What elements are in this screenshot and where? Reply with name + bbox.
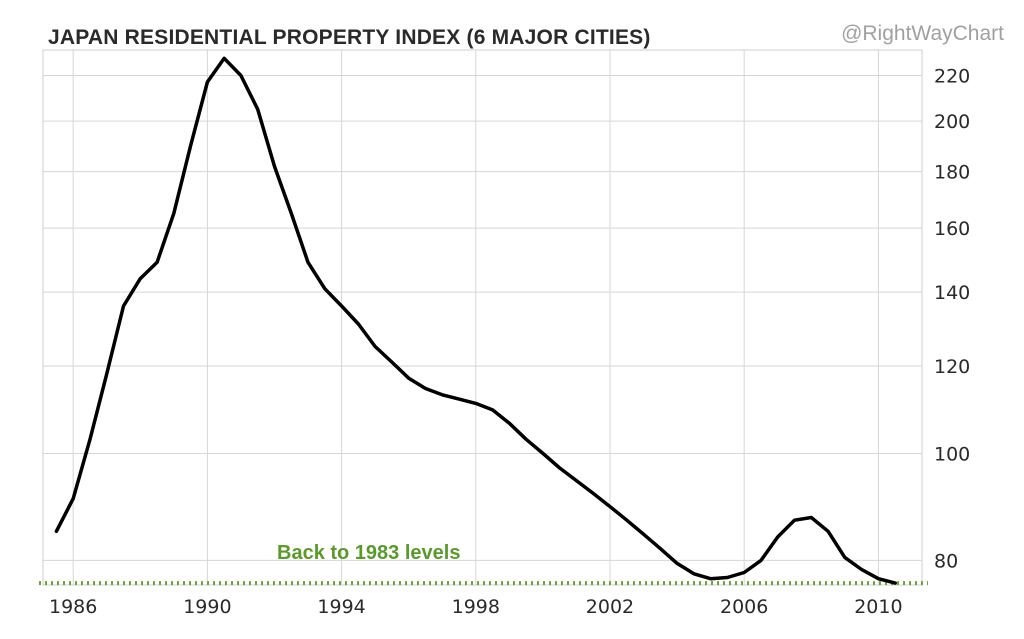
- x-tick-label: 2006: [720, 596, 768, 618]
- y-tick-label: 80: [934, 550, 958, 572]
- watermark: @RightWayChart: [841, 22, 1004, 45]
- reference-label: Back to 1983 levels: [277, 542, 460, 564]
- y-tick-label: 100: [934, 443, 970, 465]
- grid: [43, 50, 922, 585]
- y-tick-label: 220: [934, 65, 970, 87]
- y-tick-label: 200: [934, 111, 970, 133]
- y-tick-label: 120: [934, 356, 970, 378]
- series-layer: [54, 56, 897, 585]
- x-tick-label: 2002: [586, 596, 634, 618]
- x-tick-label: 1986: [49, 596, 97, 618]
- series-line: [54, 56, 897, 585]
- y-tick-label: 160: [934, 218, 970, 240]
- x-tick-label: 1998: [452, 596, 500, 618]
- x-tick-label: 1994: [317, 596, 365, 618]
- x-tick-label: 2010: [854, 596, 902, 618]
- chart-title: JAPAN RESIDENTIAL PROPERTY INDEX (6 MAJO…: [48, 26, 651, 49]
- x-axis: 1986 1990 1994 1998 2002 2006 2010: [49, 596, 903, 618]
- y-tick-label: 180: [934, 162, 970, 184]
- reference-layer: Back to 1983 levels: [39, 542, 928, 586]
- y-tick-label: 140: [934, 282, 970, 304]
- y-axis: 80 100 120 140 160 180 200 220: [934, 65, 970, 572]
- x-tick-label: 1990: [183, 596, 231, 618]
- plot-frame: [42, 49, 923, 586]
